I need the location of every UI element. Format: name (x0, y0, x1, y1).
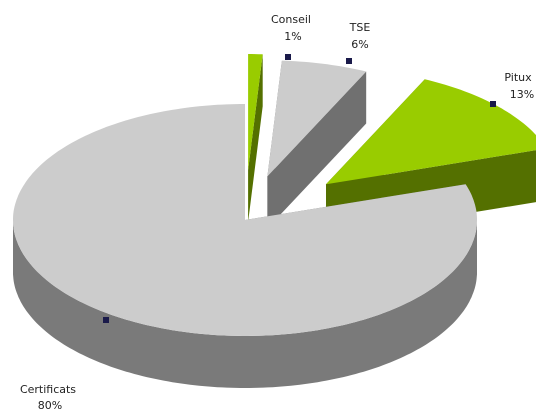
category-label: TSE (349, 21, 371, 34)
slice-top (13, 104, 477, 336)
category-label: Pitux (504, 71, 532, 84)
slice-wall (267, 71, 367, 229)
slice-top (248, 54, 263, 170)
value-label: 6% (351, 38, 368, 51)
label-marker (346, 58, 352, 64)
value-label: 80% (38, 399, 62, 412)
slice-wall (248, 54, 263, 222)
slice-side (13, 220, 477, 388)
category-label: Conseil (271, 13, 311, 26)
category-label: Certificats (20, 383, 76, 396)
label-marker (285, 54, 291, 60)
label-marker (103, 317, 109, 323)
value-label: 13% (510, 88, 534, 101)
value-label: 1% (284, 30, 301, 43)
slice-top (267, 60, 367, 177)
label-marker (490, 101, 496, 107)
slice-top (326, 79, 536, 185)
